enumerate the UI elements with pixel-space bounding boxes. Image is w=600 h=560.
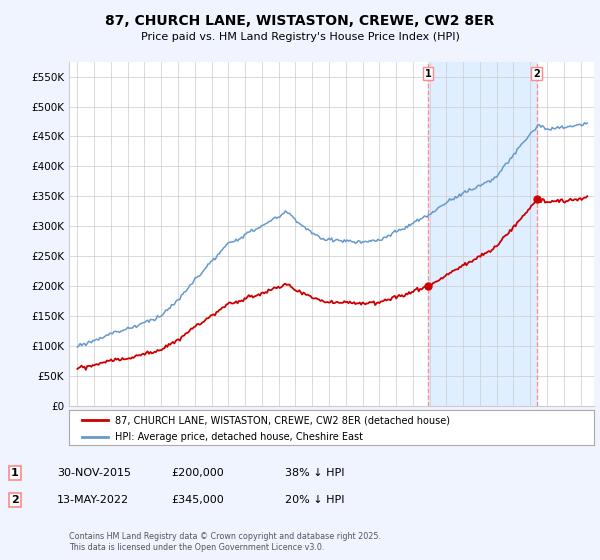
Text: Price paid vs. HM Land Registry's House Price Index (HPI): Price paid vs. HM Land Registry's House … bbox=[140, 32, 460, 42]
Text: HPI: Average price, detached house, Cheshire East: HPI: Average price, detached house, Ches… bbox=[115, 432, 363, 441]
Text: 2: 2 bbox=[11, 494, 19, 505]
Text: 1: 1 bbox=[11, 468, 19, 478]
Text: 38% ↓ HPI: 38% ↓ HPI bbox=[285, 468, 344, 478]
Text: 13-MAY-2022: 13-MAY-2022 bbox=[57, 494, 129, 505]
Text: £345,000: £345,000 bbox=[171, 494, 224, 505]
Text: 87, CHURCH LANE, WISTASTON, CREWE, CW2 8ER (detached house): 87, CHURCH LANE, WISTASTON, CREWE, CW2 8… bbox=[115, 415, 450, 425]
Text: Contains HM Land Registry data © Crown copyright and database right 2025.
This d: Contains HM Land Registry data © Crown c… bbox=[69, 532, 381, 552]
Text: 20% ↓ HPI: 20% ↓ HPI bbox=[285, 494, 344, 505]
Text: 87, CHURCH LANE, WISTASTON, CREWE, CW2 8ER: 87, CHURCH LANE, WISTASTON, CREWE, CW2 8… bbox=[106, 14, 494, 28]
Text: 30-NOV-2015: 30-NOV-2015 bbox=[57, 468, 131, 478]
Text: 2: 2 bbox=[533, 69, 540, 78]
Text: £200,000: £200,000 bbox=[171, 468, 224, 478]
Text: 1: 1 bbox=[425, 69, 431, 78]
Bar bbox=[428, 62, 536, 406]
